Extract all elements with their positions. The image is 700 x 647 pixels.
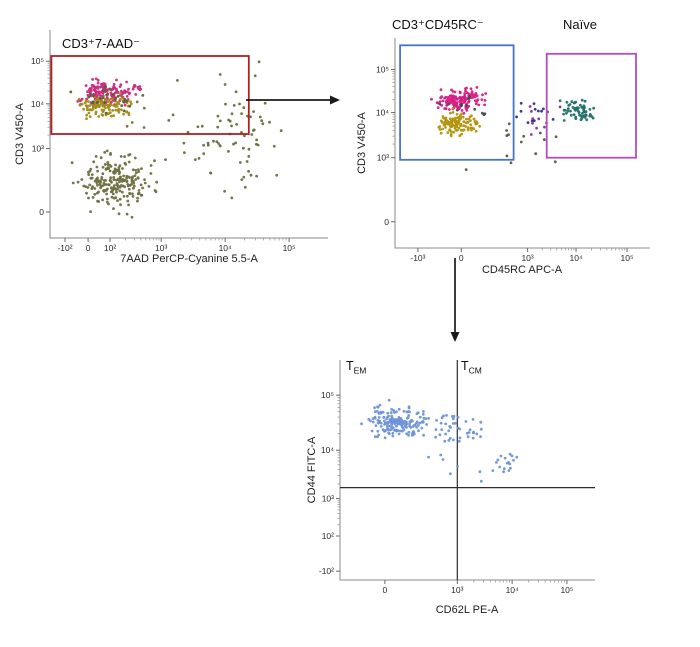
- plot1-y-axis-title: CD3 V450-A: [14, 103, 26, 165]
- quadrant-label-tcm: TCM: [461, 359, 482, 376]
- svg-text:10²: 10²: [322, 531, 334, 541]
- arrow-right-icon: [246, 95, 340, 105]
- quadrant-label-tem-base: T: [346, 359, 354, 373]
- plot2-y-axis-title: CD3 V450-A: [356, 112, 368, 174]
- plot1-x-axis-title: 7AAD PerCP-Cyanine 5.5-A: [120, 253, 258, 265]
- quadrant-label-tcm-sub: CM: [468, 365, 482, 376]
- svg-text:10⁴: 10⁴: [569, 253, 582, 263]
- svg-text:10⁵: 10⁵: [283, 243, 296, 253]
- svg-text:10⁵: 10⁵: [560, 585, 573, 595]
- svg-text:10³: 10³: [521, 253, 533, 263]
- svg-text:0: 0: [384, 217, 389, 227]
- svg-text:10³: 10³: [377, 153, 389, 163]
- svg-text:0: 0: [39, 207, 44, 217]
- plot3-y-axis-title: CD44 FITC-A: [306, 436, 318, 504]
- svg-text:10⁴: 10⁴: [321, 445, 334, 455]
- svg-text:10³: 10³: [32, 144, 44, 154]
- svg-text:10⁵: 10⁵: [621, 253, 634, 263]
- quadrant-label-tem: TEM: [346, 359, 366, 376]
- svg-text:10²: 10²: [104, 243, 116, 253]
- svg-text:-10²: -10²: [57, 243, 72, 253]
- quadrant-label-tcm-base: T: [461, 359, 469, 373]
- plot2-x-axis-title: CD45RC APC-A: [481, 264, 563, 276]
- svg-text:10⁴: 10⁴: [506, 585, 519, 595]
- gate-label-cd3pos-cd45rcneg: CD3⁺CD45RC⁻: [392, 17, 484, 32]
- svg-text:0: 0: [383, 585, 388, 595]
- plot-7aad-vs-cd3-canvas: -10² 0 10² 10³ 10⁴ 10⁵ 0 10³ 10⁴ 10⁵: [31, 30, 328, 253]
- svg-text:10⁴: 10⁴: [31, 99, 44, 109]
- quadrant-label-tem-sub: EM: [353, 365, 367, 376]
- plot-cd62l-vs-cd44-canvas: 0 10³ 10⁴ 10⁵ -10² 10² 10³ 10⁴ 10⁵: [319, 360, 595, 595]
- svg-text:-10³: -10³: [410, 253, 425, 263]
- svg-text:10³: 10³: [322, 494, 334, 504]
- svg-text:10⁴: 10⁴: [376, 108, 389, 118]
- svg-text:10⁴: 10⁴: [219, 243, 232, 253]
- gate-label-naive: Naïve: [563, 17, 597, 32]
- svg-text:10⁵: 10⁵: [376, 65, 389, 75]
- plot-cd45rc-vs-cd3-canvas: -10³ 0 10³ 10⁴ 10⁵ 0 10³ 10⁴ 10⁵: [376, 38, 650, 263]
- plot3-x-axis-title: CD62L PE-A: [435, 604, 499, 616]
- svg-text:10⁵: 10⁵: [321, 390, 334, 400]
- svg-text:0: 0: [86, 243, 91, 253]
- svg-text:10³: 10³: [155, 243, 167, 253]
- svg-text:-10²: -10²: [319, 566, 334, 576]
- gate-label-cd3pos-7aadneg: CD3⁺7-AAD⁻: [62, 36, 141, 51]
- svg-text:10⁵: 10⁵: [31, 56, 44, 66]
- arrow-down-icon: [450, 258, 460, 342]
- svg-text:10³: 10³: [451, 585, 463, 595]
- svg-text:0: 0: [459, 253, 464, 263]
